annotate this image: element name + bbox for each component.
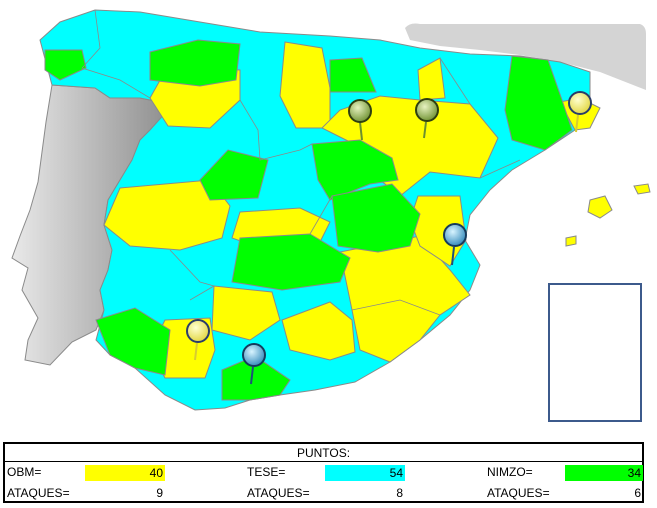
- team-points-nimzo: 34: [565, 465, 643, 481]
- empty-selection-box: [548, 283, 642, 422]
- scoreboard-title: PUNTOS:: [296, 446, 351, 460]
- team-points-tese: 54: [325, 465, 405, 481]
- attacks-label-nimzo: ATAQUES=: [487, 486, 550, 500]
- team-points-obm: 40: [85, 465, 165, 481]
- pin-green-1[interactable]: [348, 99, 372, 141]
- team-label-tese: TESE=: [247, 465, 286, 479]
- spain-map: [11, 9, 651, 411]
- scoreboard-divider: [5, 461, 642, 462]
- pin-green-2[interactable]: [415, 98, 439, 139]
- attacks-value-obm: 9: [156, 486, 163, 500]
- pin-blue-2[interactable]: [242, 343, 266, 385]
- nimzo-territories: [44, 39, 573, 401]
- team-label-obm: OBM=: [7, 465, 42, 479]
- attacks-value-tese: 8: [396, 486, 403, 500]
- scoreboard: PUNTOS: OBM= 40 ATAQUES= 9 TESE= 54 ATAQ…: [3, 442, 644, 503]
- team-label-nimzo: NIMZO=: [487, 465, 533, 479]
- province-borders: [81, 9, 521, 316]
- attacks-value-nimzo: 6: [634, 486, 641, 500]
- pin-yellow-2[interactable]: [186, 319, 210, 361]
- pin-blue-1[interactable]: [443, 223, 467, 266]
- france-region: [405, 23, 646, 90]
- attacks-label-obm: ATAQUES=: [7, 486, 70, 500]
- pin-yellow-1[interactable]: [568, 91, 592, 133]
- attacks-label-tese: ATAQUES=: [247, 486, 310, 500]
